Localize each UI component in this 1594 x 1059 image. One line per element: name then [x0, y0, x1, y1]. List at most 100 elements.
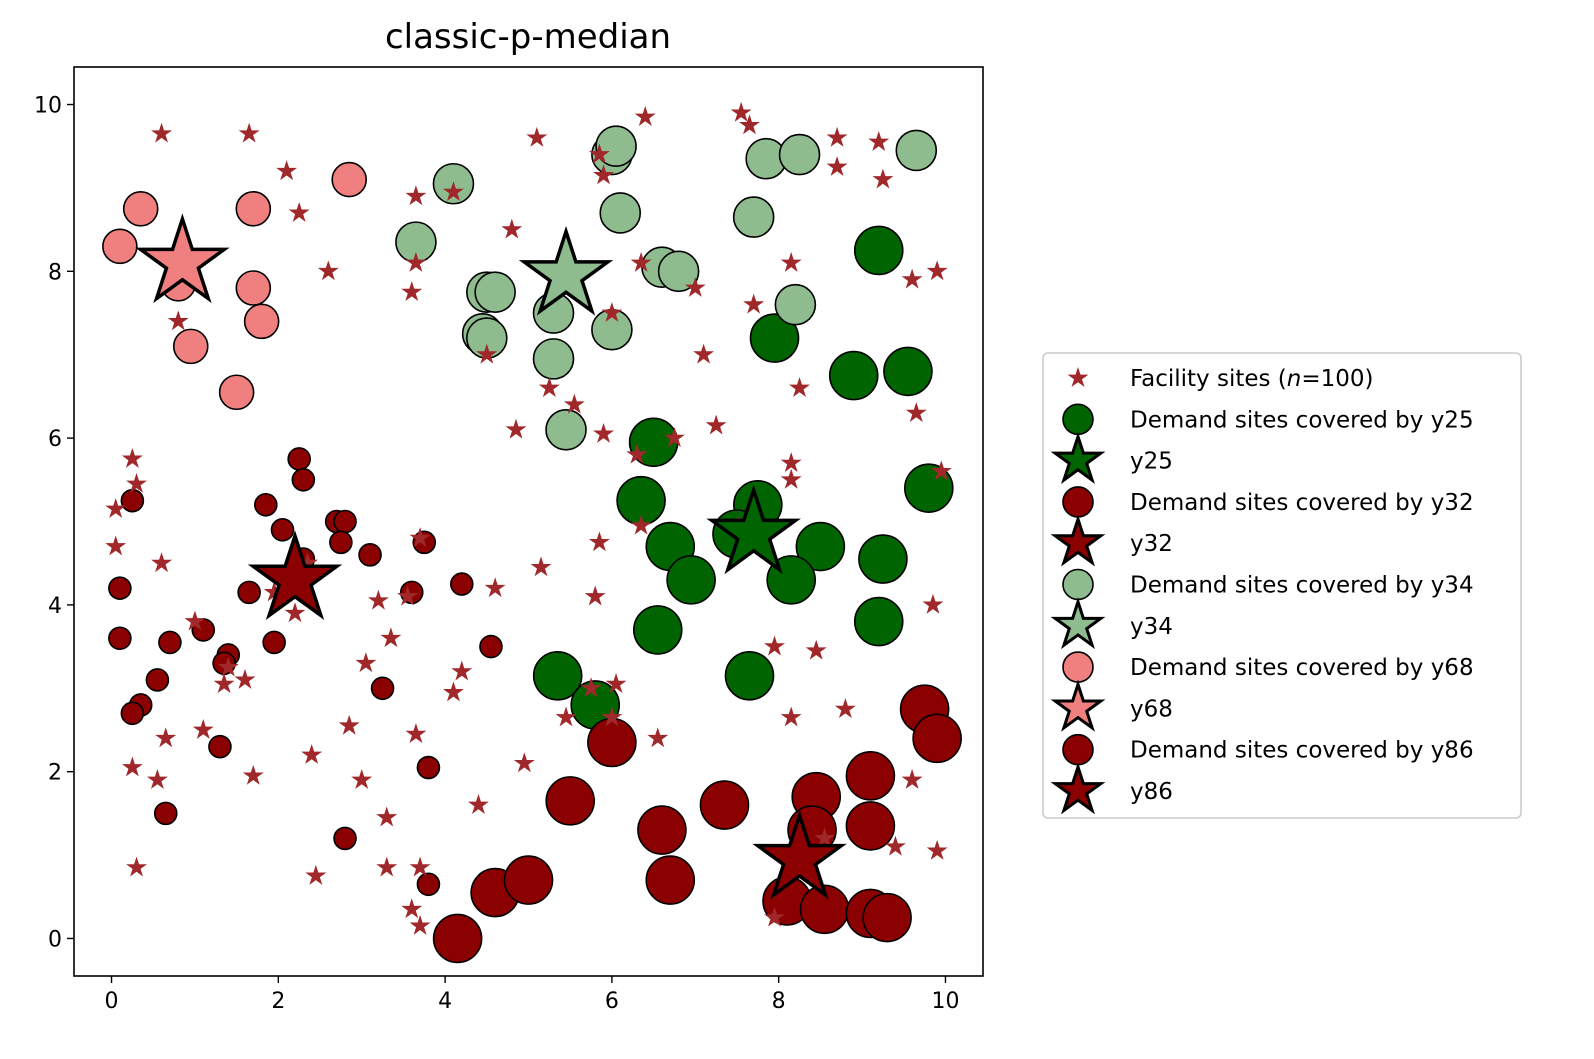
facility-point	[442, 681, 464, 702]
facility-point	[605, 673, 627, 694]
facility-point	[526, 126, 548, 147]
facility-point	[601, 706, 623, 727]
x-tick-label: 8	[772, 989, 786, 1014]
facility-point	[167, 310, 189, 331]
demand-point-y32	[237, 580, 261, 605]
legend-label-facility-y86: y86	[1130, 779, 1173, 805]
facility-point	[301, 744, 323, 764]
demand-point-y32	[370, 676, 395, 701]
facility-point	[826, 126, 848, 147]
facility-sites	[105, 101, 952, 935]
facility-point	[317, 260, 339, 281]
demand-point-y32	[120, 488, 145, 513]
demand-point-y25	[828, 350, 879, 401]
facility-point	[872, 168, 894, 189]
facility-point	[739, 114, 760, 135]
legend-marker-facility-y25	[1050, 431, 1106, 484]
legend-label-demand-y25: Demand sites covered by y25	[1130, 407, 1474, 433]
facility-point	[730, 101, 752, 122]
facility-point	[288, 201, 310, 222]
facility-point	[601, 302, 623, 322]
demand-point-y86	[432, 913, 483, 964]
facility-point	[155, 727, 177, 748]
legend-label-facility-y25: y25	[1130, 449, 1173, 475]
facility-point	[922, 593, 944, 614]
facility-point	[901, 769, 923, 789]
demand-point-y25	[724, 650, 775, 701]
legend-marker-facility-y68	[1050, 679, 1106, 732]
facility-point	[367, 589, 389, 610]
facility-point	[647, 727, 669, 748]
legend-label-facility-y68: y68	[1130, 696, 1173, 722]
facility-point	[405, 185, 427, 206]
demand-point-y86	[645, 855, 696, 905]
demand-point-y34	[732, 196, 775, 238]
x-tick-label: 10	[931, 989, 959, 1014]
facility-point	[905, 402, 927, 422]
demand-sites	[102, 125, 962, 964]
demand-point-y32	[120, 701, 145, 726]
facility-point	[184, 610, 206, 631]
facility-point	[146, 769, 168, 789]
chart-title: classic-p-median	[385, 17, 671, 57]
facility-point	[593, 422, 615, 443]
facility-point	[563, 393, 585, 414]
y-tick-label: 6	[48, 427, 62, 452]
facility-point	[405, 723, 427, 744]
y-tick-label: 2	[48, 761, 62, 786]
legend-label-demand-y86: Demand sites covered by y86	[1130, 738, 1474, 764]
demand-point-y32	[291, 468, 316, 492]
facility-point	[484, 577, 506, 598]
facility-point	[451, 660, 473, 681]
demand-point-y34	[545, 408, 587, 451]
facility-point	[355, 652, 377, 673]
facility-point	[555, 706, 577, 727]
facility-point	[868, 131, 890, 151]
x-tick-label: 2	[271, 989, 285, 1014]
facility-point	[468, 794, 489, 814]
demand-point-y86	[587, 717, 637, 768]
facility-point	[409, 856, 431, 877]
demand-point-y86	[503, 855, 554, 905]
facility-point	[780, 251, 802, 272]
facility-point	[121, 756, 143, 777]
facility-point	[242, 764, 264, 785]
demand-point-y86	[845, 801, 896, 851]
facility-point	[351, 769, 373, 789]
demand-point-y25	[632, 605, 683, 655]
demand-point-y32	[416, 872, 441, 897]
demand-point-y32	[208, 734, 232, 759]
facility-point	[663, 427, 685, 447]
facility-point	[263, 581, 285, 602]
facility-point	[476, 343, 498, 364]
demand-point-y25	[858, 534, 908, 584]
facility-point	[401, 281, 423, 302]
facility-point	[234, 668, 256, 689]
facility-point	[501, 218, 523, 239]
plot-area	[74, 67, 983, 976]
demand-point-y86	[545, 776, 595, 826]
demand-point-y32	[254, 493, 278, 517]
demand-point-y32	[145, 668, 170, 692]
facility-point	[834, 698, 856, 719]
facility-point	[126, 856, 148, 877]
facility-point	[693, 343, 715, 364]
selected-facility-y34	[518, 225, 614, 316]
facility-point	[105, 535, 127, 556]
demand-point-y32	[449, 572, 474, 596]
demand-point-y32	[262, 630, 286, 655]
demand-point-y32	[479, 634, 503, 659]
legend-marker-demand-y68	[1062, 651, 1094, 683]
legend-marker-facility	[1067, 367, 1089, 387]
facility-point	[789, 377, 810, 397]
demand-point-y25	[853, 596, 904, 647]
demand-point-y32	[329, 530, 353, 555]
selected-facilities	[135, 213, 847, 900]
legend-marker-demand-y32	[1062, 486, 1094, 518]
demand-point-y25	[795, 521, 846, 572]
facility-point	[538, 377, 560, 397]
demand-point-y25	[853, 225, 904, 276]
demand-point-y32	[333, 826, 357, 851]
y-tick-label: 10	[34, 94, 62, 119]
facility-point	[505, 418, 527, 439]
